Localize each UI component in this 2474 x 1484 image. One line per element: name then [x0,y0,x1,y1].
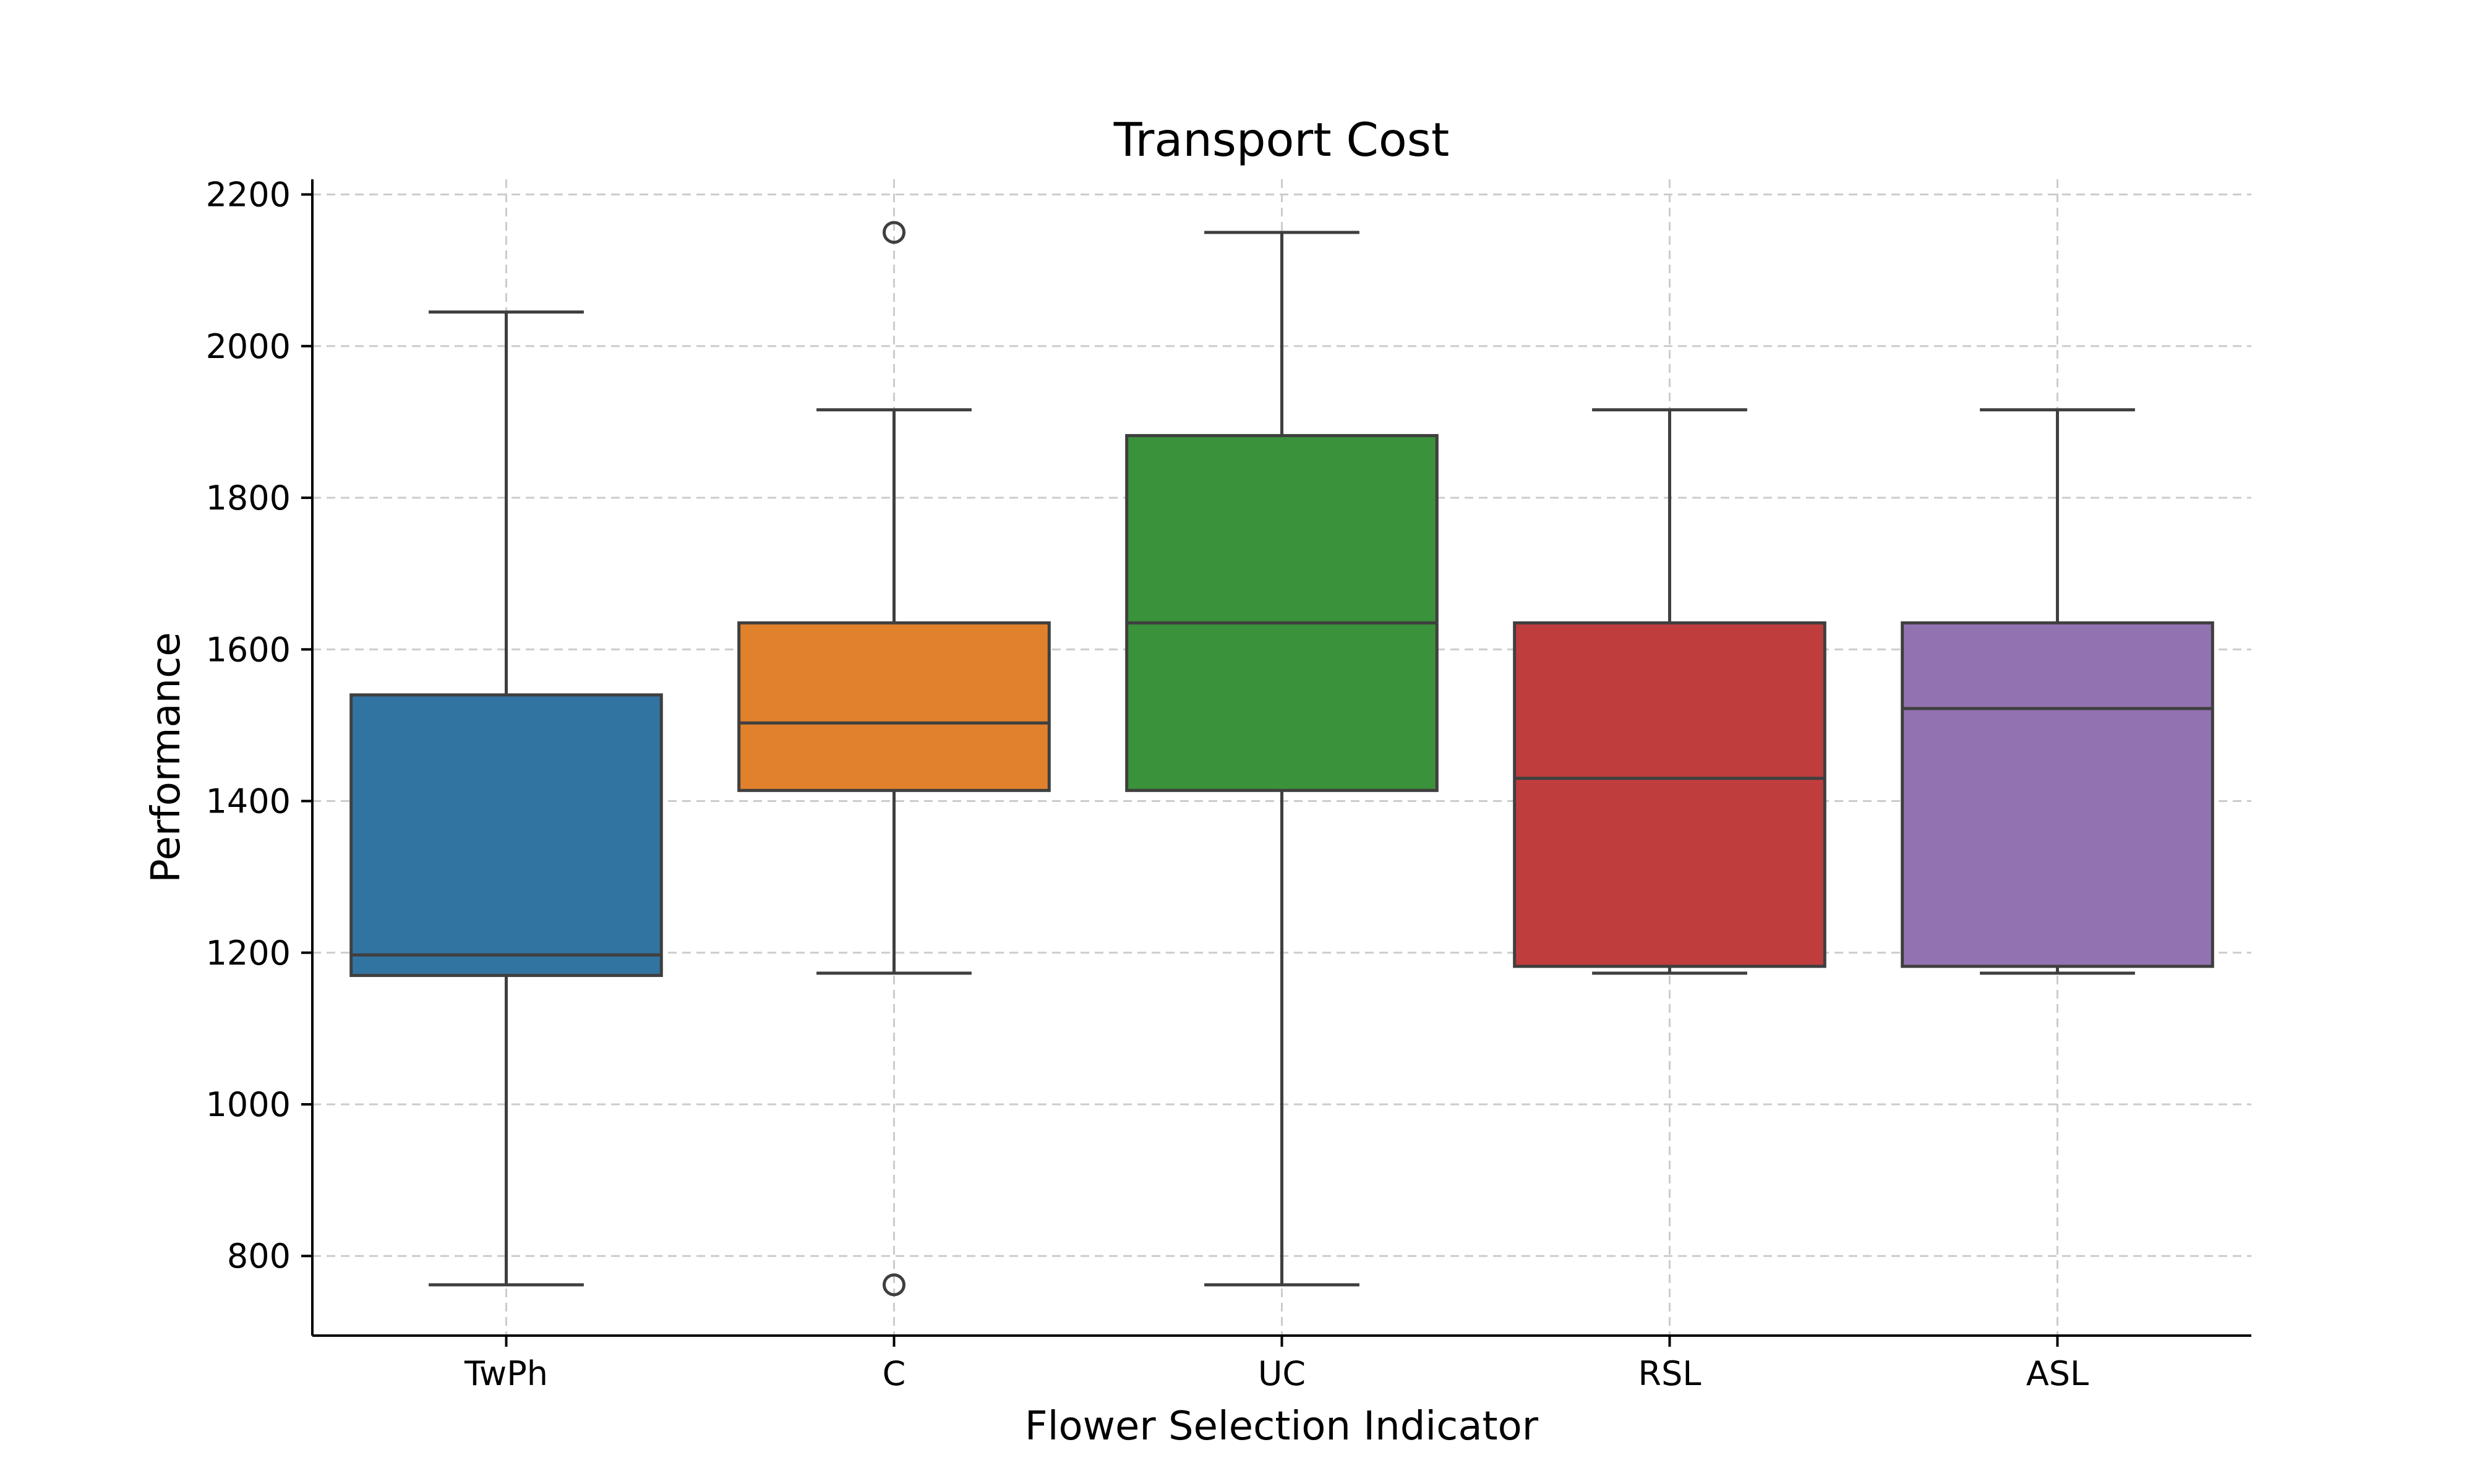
x-tick-label: RSL [1638,1354,1701,1393]
y-tick-label: 1400 [206,782,291,821]
x-axis-label: Flower Selection Indicator [1025,1404,1539,1449]
y-tick-label: 800 [227,1237,291,1276]
box [737,621,1051,792]
x-tick-label: UC [1258,1354,1306,1393]
y-tick-label: 2000 [206,327,291,366]
y-tick-label: 1600 [206,630,291,669]
box [349,693,663,978]
chart-title: Transport Cost [1113,113,1450,167]
box [1901,621,2214,968]
boxes [349,221,2214,1297]
box [1513,621,1826,968]
y-tick-label: 1800 [206,479,291,518]
box-group-c [737,221,1051,1297]
y-tick-label: 1000 [206,1085,291,1124]
box-group-uc [1125,231,1439,1287]
outlier-point [883,221,905,244]
x-tick-label: C [883,1354,906,1393]
y-tick-label: 1200 [206,934,291,973]
box [1125,433,1439,792]
ticks: 800 1000 1200 1400 1600 1800 2000 2200 TwPh C UC RS… [206,176,2089,1393]
x-tick-label: TwPh [464,1354,548,1393]
y-tick-label: 2200 [206,176,291,215]
y-axis-label: Performance [143,632,189,883]
outlier-point [883,1273,905,1297]
box-group-asl [1901,408,2214,975]
box-group-twph [349,310,663,1287]
x-tick-label: ASL [2026,1354,2089,1393]
box-group-rsl [1513,408,1826,975]
